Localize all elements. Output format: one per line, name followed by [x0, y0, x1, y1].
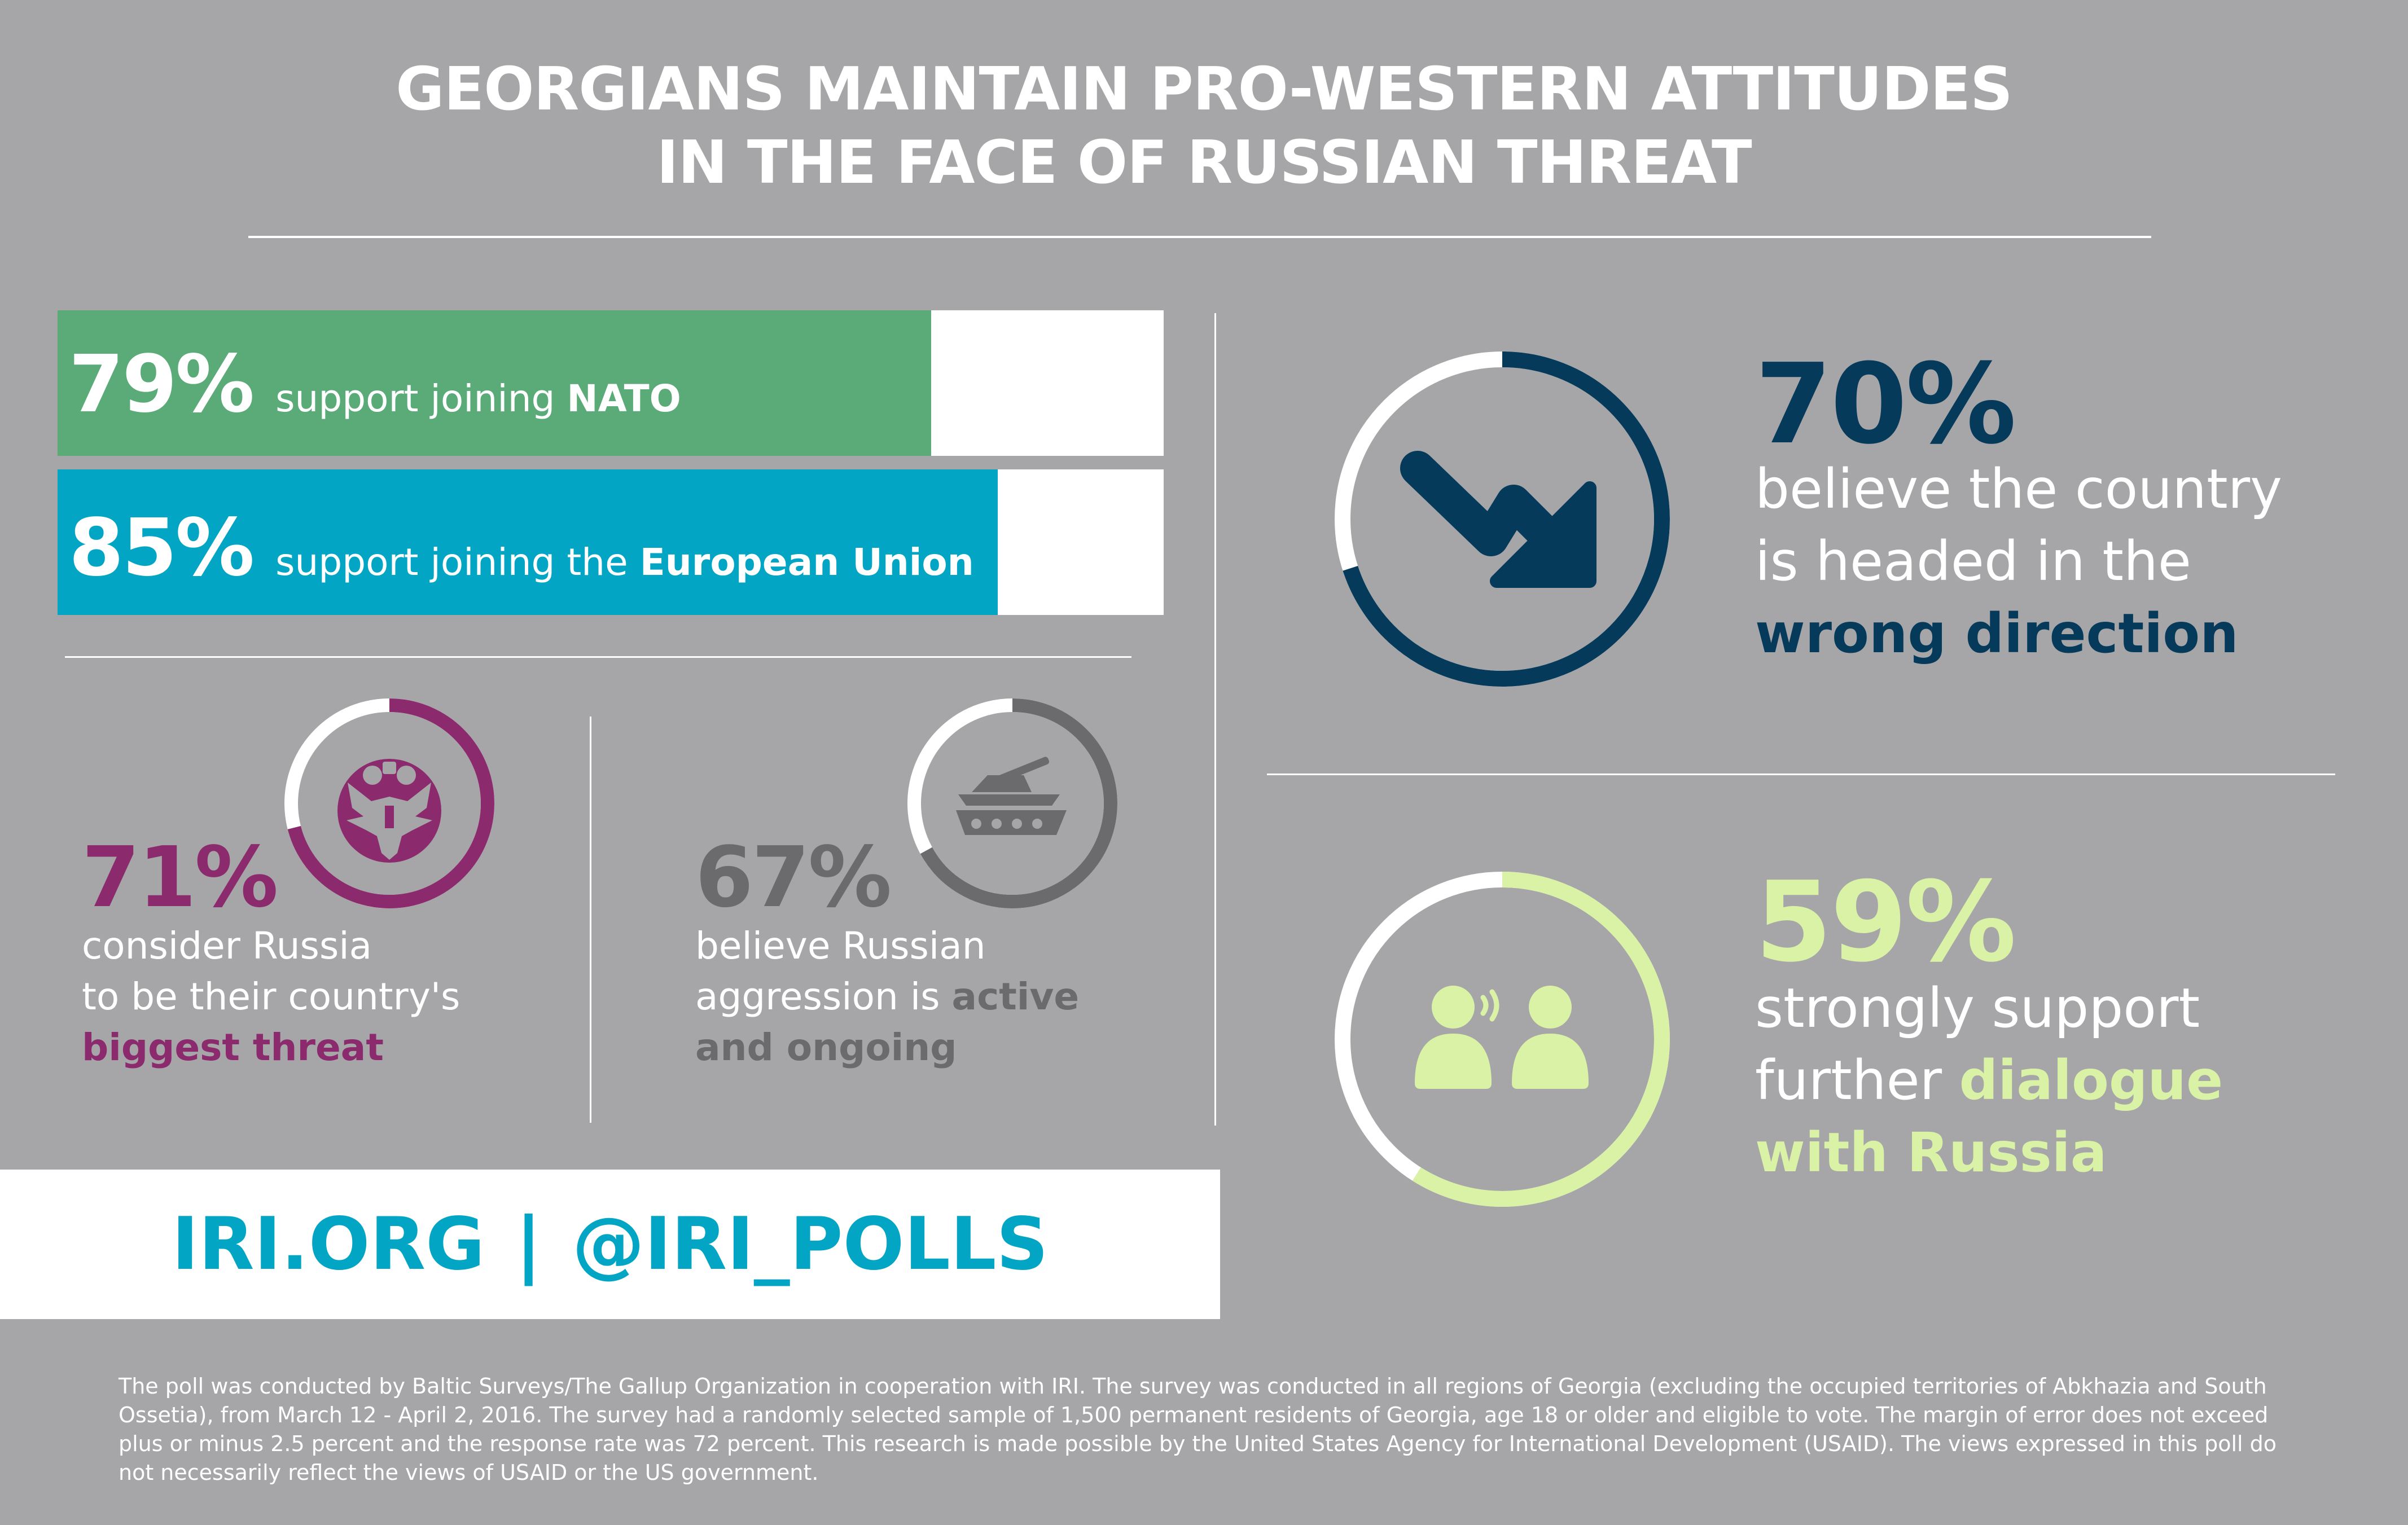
threat-line-1: consider Russia — [82, 924, 372, 968]
dialogue-line-2: further dialogue — [1755, 1049, 2223, 1112]
aggression-percent: 67% — [695, 829, 892, 926]
direction-percent: 70% — [1755, 340, 2016, 469]
dialogue-ring-arc — [1335, 872, 1670, 1207]
title-line-2: IN THE FACE OF RUSSIAN THREAT — [656, 128, 1752, 197]
eu-percent: 85% — [69, 502, 255, 594]
direction-line-1: believe the country — [1755, 458, 2282, 521]
handle-link[interactable]: @IRI_POLLS — [572, 1202, 1049, 1286]
eu-label: support joining the European Union — [275, 540, 974, 584]
site-link[interactable]: IRI.ORG — [172, 1202, 485, 1286]
threat-bold: biggest threat — [82, 1026, 384, 1069]
dialogue-percent: 59% — [1755, 858, 2016, 987]
eu-bar-text: 85% support joining the European Union — [69, 502, 974, 594]
nato-label: support joining NATO — [275, 377, 681, 420]
trend-down-arrow-icon — [1400, 451, 1596, 588]
direction-bold: wrong direction — [1755, 602, 2239, 665]
aggression-line-1: believe Russian — [695, 924, 986, 968]
tank-icon — [956, 757, 1067, 835]
nato-bar-text: 79% support joining NATO — [69, 339, 681, 430]
threat-line-2: to be their country's — [82, 975, 460, 1018]
left-divider — [65, 656, 1131, 658]
dialogue-line-3: with Russia — [1755, 1121, 2107, 1184]
nato-bar-fill — [58, 310, 932, 456]
direction-ring-arc — [1335, 351, 1670, 687]
left-vertical-divider — [590, 717, 591, 1123]
nato-bar — [58, 310, 1164, 456]
links-box: IRI.ORG | @IRI_POLLS — [0, 1170, 1220, 1319]
links-separator: | — [515, 1202, 542, 1286]
dialogue-line-1: strongly support — [1755, 977, 2200, 1040]
nato-percent: 79% — [69, 339, 255, 430]
dialogue-ring — [1335, 872, 1670, 1207]
methodology-note: The poll was conducted by Baltic Surveys… — [119, 1374, 2277, 1485]
aggression-line-3: and ongoing — [695, 1026, 957, 1069]
direction-ring — [1335, 351, 1670, 687]
aggression-ring-arc — [907, 698, 1117, 908]
eu-bar — [58, 469, 1164, 615]
title-line-1: GEORGIANS MAINTAIN PRO-WESTERN ATTITUDES — [396, 55, 2012, 124]
threat-percent: 71% — [82, 829, 278, 926]
threat-ring-arc — [284, 698, 494, 908]
aggression-line-2: aggression is active — [695, 975, 1080, 1018]
double-headed-eagle-icon — [337, 759, 441, 863]
people-talking-icon — [1415, 986, 1589, 1089]
direction-line-2: is headed in the — [1755, 530, 2191, 593]
threat-ring — [284, 698, 494, 908]
center-vertical-divider — [1214, 313, 1216, 1126]
title-divider — [248, 236, 2151, 238]
right-divider — [1267, 774, 2335, 775]
eu-bar-fill — [58, 469, 998, 615]
aggression-ring — [907, 698, 1117, 908]
